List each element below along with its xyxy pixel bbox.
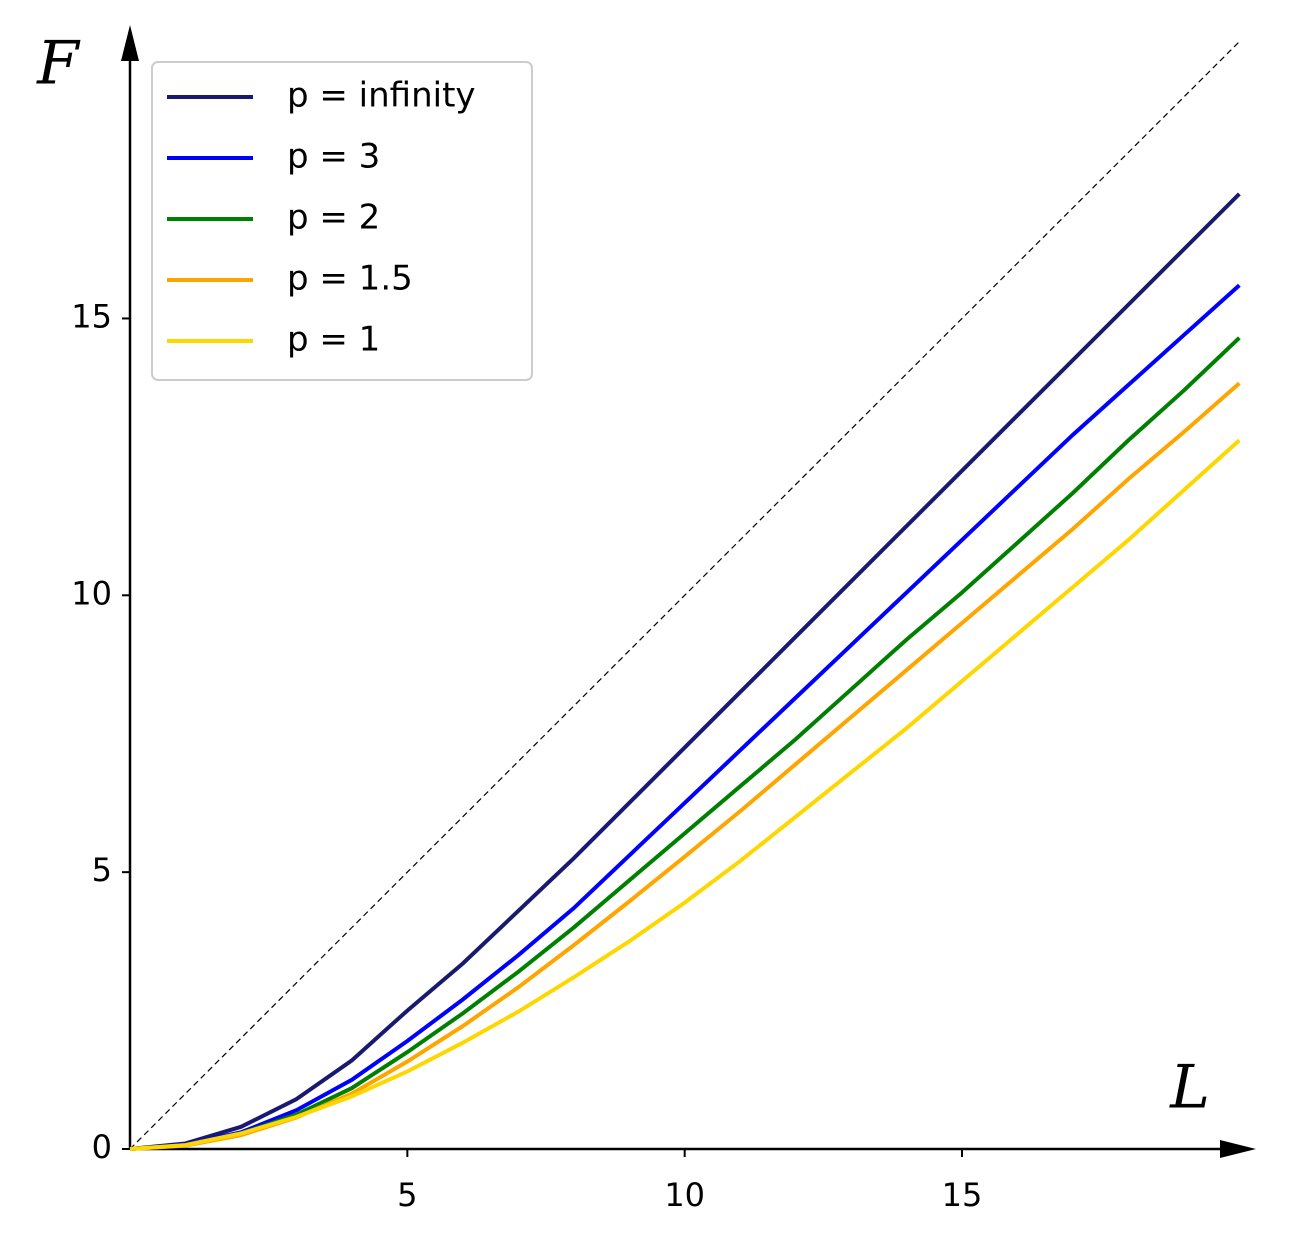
series-line bbox=[129, 381, 1241, 1151]
legend-label: p = 1.5 bbox=[287, 259, 413, 299]
y-axis-arrow bbox=[121, 25, 139, 61]
y-tick-label: 0 bbox=[92, 1128, 112, 1166]
x-tick-label: 10 bbox=[664, 1176, 705, 1214]
x-axis-arrow bbox=[1220, 1140, 1256, 1158]
y-tick-label: 5 bbox=[92, 851, 112, 889]
legend-box bbox=[151, 61, 533, 381]
y-axis-label: F bbox=[36, 29, 81, 99]
legend-label: p = 2 bbox=[287, 198, 380, 238]
legend-label: p = 3 bbox=[287, 137, 380, 177]
y-tick-label: 15 bbox=[71, 297, 112, 335]
series-line bbox=[129, 283, 1241, 1151]
legend-label: p = infinity bbox=[287, 76, 476, 116]
series-line bbox=[129, 192, 1241, 1151]
legend: p = infinity p = 3 p = 2 p = 1.5 p = 1 bbox=[151, 61, 533, 381]
x-axis-label: L bbox=[1169, 1053, 1210, 1123]
series-line bbox=[129, 336, 1241, 1151]
y-tick-label: 10 bbox=[71, 574, 112, 612]
x-tick-label: 15 bbox=[942, 1176, 983, 1214]
legend-label: p = 1 bbox=[287, 320, 380, 360]
reference-line bbox=[129, 41, 1240, 1150]
series-line bbox=[129, 438, 1241, 1151]
x-tick-label: 5 bbox=[397, 1176, 417, 1214]
